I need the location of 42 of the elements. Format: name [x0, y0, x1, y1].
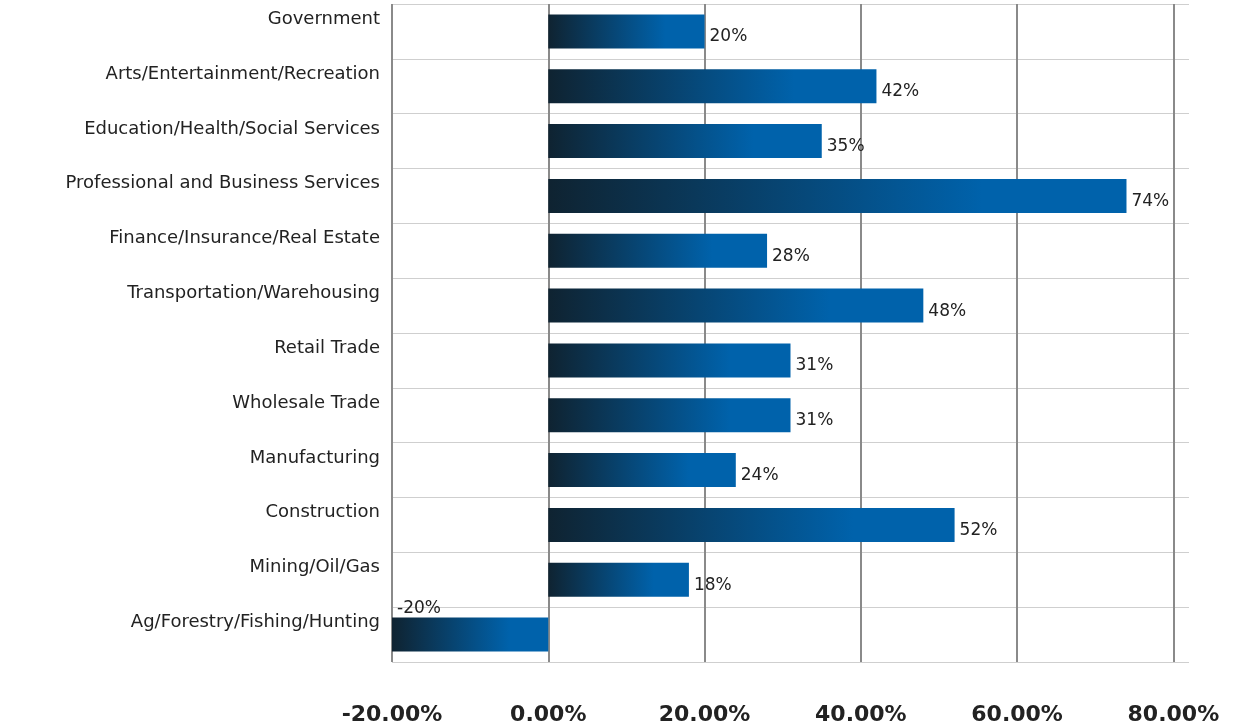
- data-label: 74%: [1131, 189, 1170, 210]
- x-tick-label: 60.00%: [971, 700, 1063, 726]
- bar: [548, 14, 705, 49]
- bar: [392, 617, 549, 652]
- data-label: 52%: [959, 518, 998, 539]
- data-label: 48%: [928, 299, 967, 320]
- bar: [548, 453, 736, 488]
- y-tick-label: Mining/Oil/Gas: [249, 555, 380, 577]
- x-tick-label: 0.00%: [510, 700, 587, 726]
- y-tick-label: Ag/Forestry/Fishing/Hunting: [130, 610, 380, 632]
- data-label: 31%: [795, 409, 834, 430]
- bar: [548, 233, 768, 268]
- y-tick-label: Transportation/Warehousing: [126, 281, 380, 303]
- data-label: 35%: [826, 135, 865, 156]
- y-tick-label: Manufacturing: [249, 445, 380, 467]
- bar: [548, 398, 791, 433]
- x-tick-label: 80.00%: [1127, 700, 1220, 726]
- data-label: 24%: [740, 464, 779, 485]
- bar: [548, 288, 924, 323]
- data-label: 18%: [693, 573, 732, 594]
- bar: [548, 343, 791, 378]
- y-tick-label: Retail Trade: [274, 335, 380, 357]
- bar: [548, 562, 689, 597]
- y-tick-label: Education/Health/Social Services: [84, 116, 380, 138]
- x-tick-label: 40.00%: [815, 700, 907, 726]
- y-tick-label: Government: [267, 6, 380, 28]
- bar: [548, 507, 955, 542]
- data-label: 42%: [881, 80, 920, 101]
- y-tick-label: Finance/Insurance/Real Estate: [109, 226, 380, 248]
- bar: [548, 69, 877, 104]
- y-tick-label: Construction: [265, 500, 380, 522]
- data-label: 20%: [709, 25, 748, 46]
- y-tick-label: Arts/Entertainment/Recreation: [105, 61, 380, 83]
- bar: [548, 178, 1127, 213]
- data-label: 28%: [772, 244, 810, 265]
- data-label: -20%: [397, 597, 441, 618]
- data-label: 31%: [795, 354, 834, 375]
- bar: [548, 124, 822, 159]
- x-tick-label: 20.00%: [658, 700, 751, 726]
- y-tick-label: Professional and Business Services: [65, 171, 380, 193]
- y-tick-label: Wholesale Trade: [232, 390, 380, 412]
- x-tick-label: -20.00%: [341, 700, 443, 726]
